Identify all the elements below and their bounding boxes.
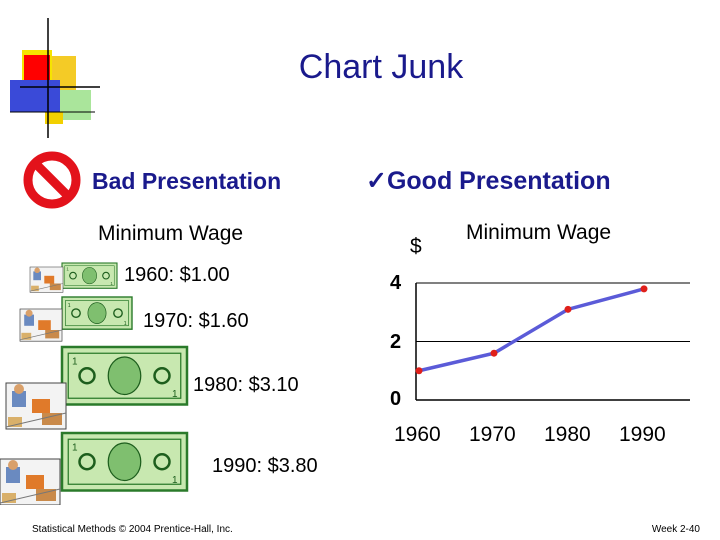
bad-presentation-heading: Bad Presentation (92, 168, 282, 194)
bad-chart-subtitle: Minimum Wage (98, 222, 244, 245)
chart-title: Minimum Wage (466, 221, 612, 244)
wage-entry-1970: 1970: $1.60 (143, 310, 249, 332)
footer-right: Week 2-40 (651, 524, 700, 535)
x-tick-label: 1960 (394, 423, 441, 446)
wage-entry-1960: 1960: $1.00 (124, 264, 230, 286)
y-axis-label: $ (410, 235, 422, 258)
x-tick-label: 1990 (619, 423, 666, 446)
data-point-1980 (564, 305, 572, 313)
y-tick-label: 0 (390, 388, 402, 410)
good-presentation-heading: ✓Good Presentation (366, 167, 611, 195)
data-point-1960 (415, 367, 423, 375)
series-line (418, 287, 645, 373)
x-tick-label: 1980 (544, 423, 591, 446)
footer-left: Statistical Methods © 2004 Prentice-Hall… (32, 524, 233, 535)
wage-entry-1980: 1980: $3.10 (193, 374, 299, 396)
checkmark-icon: ✓ (366, 167, 387, 195)
data-point-1990 (640, 285, 648, 293)
slide-title: Chart Junk (298, 48, 464, 86)
x-tick-label: 1970 (469, 423, 516, 446)
wage-entry-1990: 1990: $3.80 (212, 455, 318, 477)
data-point-1970 (490, 349, 498, 357)
y-tick-label: 2 (390, 331, 402, 353)
y-tick-label: 4 (390, 272, 402, 294)
prohibited-icon (23, 151, 81, 209)
corner-logo (10, 18, 100, 138)
